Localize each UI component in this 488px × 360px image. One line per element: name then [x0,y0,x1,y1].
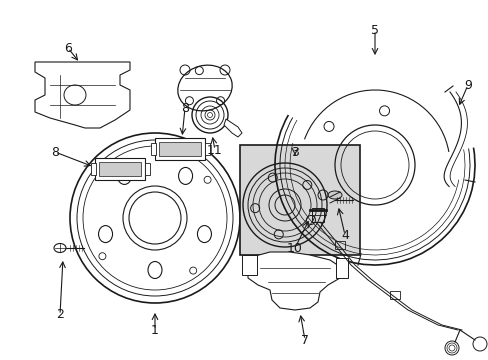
Text: 1: 1 [151,324,159,337]
Bar [204,143,209,155]
Text: 8: 8 [51,145,59,158]
Text: 4: 4 [340,229,348,242]
Ellipse shape [327,191,341,199]
Text: 6: 6 [64,41,72,54]
Text: 8: 8 [181,102,189,114]
Text: 3: 3 [290,145,298,158]
Text: 2: 2 [56,309,64,321]
Bar [159,142,201,156]
Text: 11: 11 [207,144,223,157]
Bar [240,145,359,255]
Text: 7: 7 [301,333,308,346]
Ellipse shape [178,65,232,111]
Bar [95,158,145,180]
Bar [334,241,345,249]
Bar [91,163,96,175]
Bar [155,138,204,160]
Bar [151,143,156,155]
Bar [335,258,347,278]
Bar [242,255,257,275]
Bar [145,163,150,175]
Polygon shape [224,119,242,137]
Text: 5: 5 [370,23,378,36]
Bar [389,291,399,299]
Polygon shape [35,62,130,128]
Polygon shape [247,252,341,310]
Bar [99,162,141,176]
Bar [311,208,324,222]
Text: 9: 9 [463,78,471,91]
Text: 10: 10 [286,242,303,255]
